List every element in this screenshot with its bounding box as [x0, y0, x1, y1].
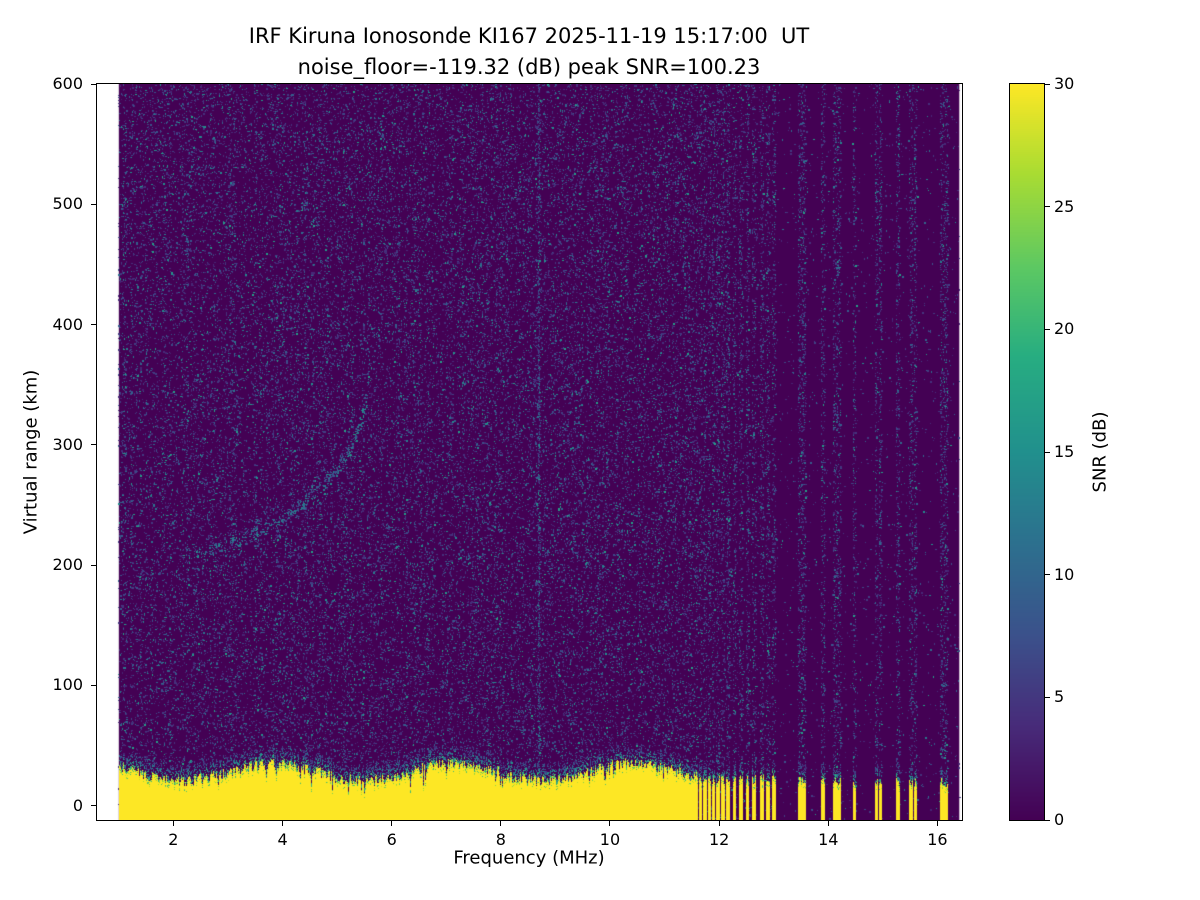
y-tick-label: 0: [72, 795, 83, 815]
colorbar-tick-label: 30: [1054, 74, 1075, 93]
x-tick-label: 16: [927, 830, 948, 849]
x-tick-label: 14: [818, 830, 839, 849]
y-tick-mark: [91, 564, 96, 566]
chart-subtitle: noise_floor=-119.32 (dB) peak SNR=100.23: [297, 55, 761, 79]
colorbar-tick-mark: [1045, 451, 1050, 453]
y-tick-label: 200: [52, 555, 83, 575]
x-tick-mark: [609, 821, 611, 826]
x-tick-label: 10: [599, 830, 621, 849]
x-tick-label: 4: [277, 830, 288, 849]
x-tick-mark: [391, 821, 393, 826]
x-axis-label: Frequency (MHz): [453, 847, 605, 869]
x-tick-mark: [827, 821, 829, 826]
y-tick-label: 300: [52, 434, 83, 454]
ionogram-heatmap: [97, 84, 962, 820]
x-tick-mark: [172, 821, 174, 826]
colorbar-tick-label: 5: [1054, 687, 1065, 707]
y-tick-mark: [91, 83, 96, 85]
chart-title: IRF Kiruna Ionosonde KI167 2025-11-19 15…: [248, 24, 810, 48]
x-tick-mark: [500, 821, 502, 826]
colorbar-tick-mark: [1045, 819, 1050, 821]
x-tick-mark: [936, 821, 938, 826]
y-tick-mark: [91, 203, 96, 205]
x-tick-mark: [718, 821, 720, 826]
colorbar-tick-label: 25: [1054, 196, 1075, 216]
y-tick-label: 600: [52, 74, 83, 93]
colorbar-tick-mark: [1045, 574, 1050, 576]
x-tick-label: 12: [708, 830, 730, 849]
colorbar-tick-label: 0: [1054, 810, 1065, 829]
x-tick-mark: [282, 821, 284, 826]
y-tick-label: 500: [52, 194, 83, 214]
colorbar-tick-mark: [1045, 83, 1050, 85]
colorbar-tick-label: 10: [1054, 564, 1075, 584]
colorbar-tick-mark: [1045, 328, 1050, 330]
colorbar-tick-mark: [1045, 696, 1050, 698]
colorbar-tick-label: 15: [1054, 442, 1075, 461]
colorbar-tick-mark: [1045, 206, 1050, 208]
y-tick-label: 100: [52, 675, 83, 695]
plot-area: [96, 83, 963, 821]
colorbar: [1009, 83, 1045, 821]
y-tick-mark: [91, 805, 96, 807]
y-tick-mark: [91, 684, 96, 686]
y-tick-mark: [91, 444, 96, 446]
colorbar-gradient: [1010, 84, 1044, 820]
y-tick-mark: [91, 324, 96, 326]
colorbar-tick-label: 20: [1054, 319, 1075, 339]
x-tick-label: 6: [386, 830, 397, 849]
x-tick-label: 2: [168, 830, 179, 849]
x-tick-label: 8: [495, 830, 506, 849]
y-tick-label: 400: [52, 314, 83, 334]
